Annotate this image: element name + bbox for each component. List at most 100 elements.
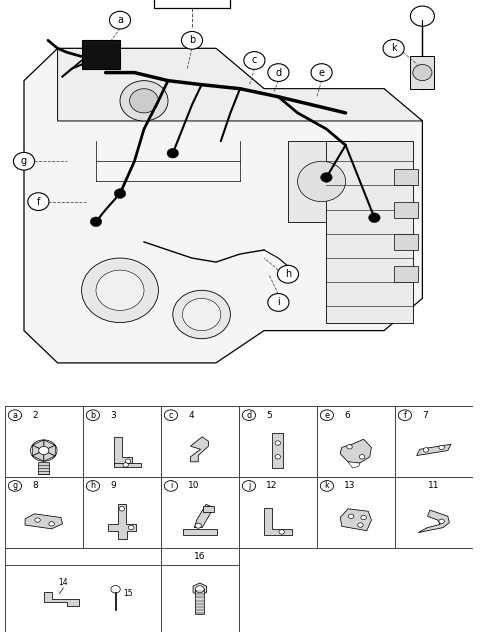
Text: b: b	[189, 36, 195, 45]
Text: d: d	[276, 67, 281, 77]
Circle shape	[320, 481, 334, 491]
Text: g: g	[21, 156, 27, 166]
Circle shape	[49, 521, 54, 526]
Bar	[317, 477, 395, 548]
Circle shape	[321, 173, 332, 182]
Circle shape	[275, 455, 280, 459]
Text: 13: 13	[344, 481, 356, 490]
Circle shape	[35, 518, 40, 522]
Polygon shape	[58, 48, 422, 121]
Circle shape	[195, 586, 204, 592]
Text: 15: 15	[123, 589, 133, 598]
Bar	[114, 463, 141, 467]
Circle shape	[268, 293, 289, 311]
Text: 10: 10	[188, 481, 200, 490]
Circle shape	[181, 32, 203, 49]
Bar	[395, 477, 473, 548]
Bar	[272, 433, 283, 468]
Text: 3: 3	[110, 411, 116, 420]
Bar	[161, 477, 239, 548]
Polygon shape	[32, 440, 44, 451]
Circle shape	[361, 516, 366, 519]
Text: 14: 14	[59, 578, 68, 587]
Text: 6: 6	[344, 411, 350, 420]
Bar	[317, 406, 395, 477]
Bar	[82, 41, 120, 69]
Circle shape	[413, 65, 432, 81]
Bar	[38, 462, 49, 474]
Bar	[182, 529, 217, 535]
Circle shape	[86, 410, 99, 420]
Text: i: i	[277, 297, 280, 307]
Bar	[5, 406, 83, 477]
Bar	[239, 406, 317, 477]
Polygon shape	[44, 440, 55, 451]
Polygon shape	[24, 48, 422, 363]
Circle shape	[383, 39, 404, 57]
Text: 11: 11	[428, 481, 440, 490]
Bar	[394, 266, 418, 282]
Bar	[5, 548, 161, 632]
Polygon shape	[32, 451, 44, 461]
Text: e: e	[324, 411, 329, 420]
Circle shape	[398, 410, 411, 420]
Text: 9: 9	[110, 481, 116, 490]
Bar	[394, 201, 418, 218]
Text: 8: 8	[32, 481, 38, 490]
Circle shape	[439, 519, 444, 523]
Circle shape	[244, 51, 265, 69]
Bar	[83, 406, 161, 477]
Circle shape	[423, 448, 429, 452]
Text: a: a	[117, 15, 123, 25]
Circle shape	[86, 481, 99, 491]
Text: 16: 16	[194, 552, 205, 561]
Bar	[161, 565, 239, 632]
Circle shape	[119, 507, 124, 511]
Text: h: h	[285, 269, 291, 279]
Circle shape	[90, 217, 102, 227]
Bar	[395, 406, 473, 477]
Circle shape	[311, 64, 332, 81]
Bar	[83, 477, 161, 548]
Polygon shape	[44, 445, 55, 456]
Circle shape	[120, 81, 168, 121]
Circle shape	[347, 444, 352, 449]
Circle shape	[114, 189, 126, 198]
Text: j: j	[248, 481, 250, 490]
Circle shape	[173, 290, 230, 338]
Circle shape	[439, 445, 444, 450]
Polygon shape	[32, 445, 44, 456]
Text: a: a	[12, 411, 17, 420]
Bar	[5, 477, 83, 548]
Bar	[239, 477, 317, 548]
Polygon shape	[348, 462, 360, 468]
Text: f: f	[36, 197, 40, 206]
Text: 2: 2	[32, 411, 38, 420]
Circle shape	[410, 6, 434, 26]
Polygon shape	[44, 592, 79, 606]
Circle shape	[164, 410, 178, 420]
Circle shape	[182, 298, 221, 331]
Circle shape	[111, 585, 120, 593]
Circle shape	[125, 459, 131, 464]
Text: i: i	[170, 481, 172, 490]
Circle shape	[242, 481, 255, 491]
Text: c: c	[252, 55, 257, 65]
Circle shape	[320, 410, 334, 420]
Bar	[161, 548, 239, 565]
Circle shape	[298, 161, 346, 201]
Circle shape	[8, 410, 22, 420]
Bar	[410, 57, 434, 89]
Text: c: c	[168, 411, 173, 420]
Circle shape	[279, 530, 285, 534]
Bar	[326, 141, 413, 323]
Polygon shape	[44, 451, 55, 461]
Text: h: h	[90, 481, 96, 490]
Text: 7: 7	[422, 411, 428, 420]
Circle shape	[109, 11, 131, 29]
Circle shape	[130, 89, 158, 113]
Polygon shape	[114, 437, 132, 464]
Circle shape	[39, 446, 49, 455]
Polygon shape	[191, 437, 208, 462]
Polygon shape	[340, 439, 372, 463]
